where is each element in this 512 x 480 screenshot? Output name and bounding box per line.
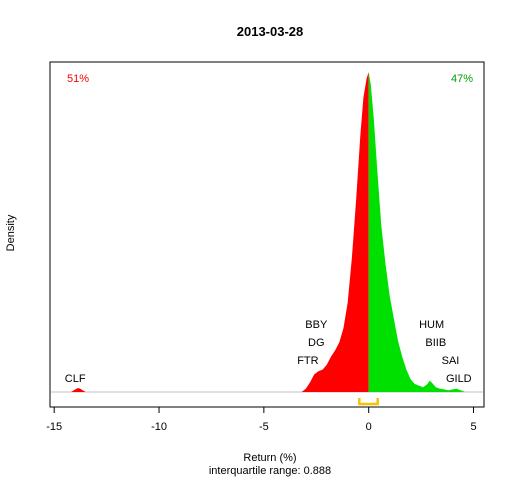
outlier-label: FTR — [297, 355, 318, 367]
outlier-label: GILD — [446, 373, 472, 385]
x-tick-label: 0 — [366, 421, 372, 433]
density-area — [51, 72, 483, 406]
iqr-bracket — [358, 398, 379, 406]
outlier-label: CLF — [65, 373, 86, 385]
plot-frame — [49, 61, 485, 408]
percent-negative-label: 51% — [67, 73, 89, 85]
x-axis-label: Return (%) — [243, 452, 296, 464]
x-tick-label: -15 — [46, 421, 62, 433]
outlier-label: DG — [308, 337, 325, 349]
iqr-subtitle: interquartile range: 0.888 — [209, 465, 331, 477]
outlier-label: HUM — [419, 319, 444, 331]
outlier-label: SAI — [442, 355, 460, 367]
outlier-label: BBY — [305, 319, 328, 331]
y-axis-label: Density — [5, 214, 17, 251]
x-axis: -15 -10 -5 0 5 — [46, 406, 477, 433]
outlier-labels: CLF FTR DG BBY GILD SAI BIIB HUM — [65, 319, 472, 385]
x-tick-label: -10 — [151, 421, 167, 433]
percent-positive-label: 47% — [451, 73, 473, 85]
outlier-label: BIIB — [425, 337, 446, 349]
negative-density-area — [71, 72, 369, 392]
chart-title: 2013-03-28 — [237, 24, 304, 39]
positive-density-area — [368, 72, 466, 392]
x-tick-label: 5 — [470, 421, 476, 433]
x-tick-label: -5 — [259, 421, 269, 433]
